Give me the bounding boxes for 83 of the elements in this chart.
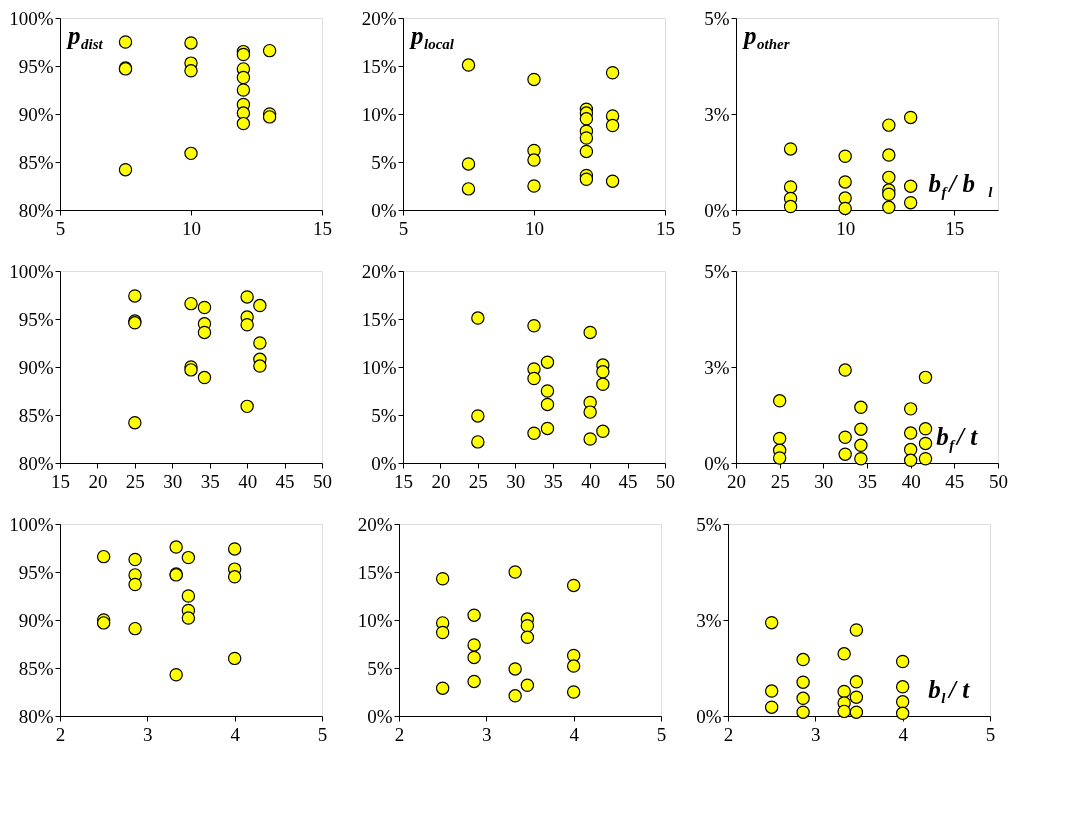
y-tick-label: 85% [18,151,54,173]
x-tick-label: 30 [814,470,834,492]
x-tick-label: 20 [727,470,746,492]
x-tick-label: 35 [200,470,220,492]
x-tick-label: 15 [945,217,965,239]
x-tick-label: 5 [656,723,667,745]
x-tick-label: 2 [723,723,734,745]
x-tick-label: 50 [989,470,1008,492]
x-tick-label: 10 [182,217,201,239]
y-tick-label: 100% [9,260,54,282]
x-tick-label: 15 [394,470,413,492]
x-tick-label: 25 [770,470,790,492]
x-tick-label: 50 [656,470,675,492]
x-tick-label: 30 [506,470,526,492]
x-tick-label: 45 [945,470,965,492]
y-tick-label: 0% [371,452,397,474]
x-tick-label: 25 [125,470,145,492]
y-tick-label: 15% [361,308,397,330]
x-tick-label: 10 [525,217,544,239]
y-tick-label: 5% [704,260,730,282]
y-tick-label: 90% [18,103,54,125]
y-tick-label: 95% [18,561,54,583]
y-tick-label: 15% [361,55,397,77]
y-tick-label: 3% [704,103,730,125]
y-tick-label: 15% [357,561,393,583]
x-tick-label: 45 [618,470,638,492]
y-tick-label: 20% [361,7,397,29]
y-tick-label: 5% [371,404,397,426]
y-tick-label: 20% [357,513,393,535]
y-tick-label: 3% [696,609,722,631]
y-tick-label: 95% [18,308,54,330]
x-tick-label: 10 [836,217,856,239]
x-tick-label: 3 [143,723,153,745]
x-tick-label: 5 [55,217,66,239]
x-tick-label: 35 [543,470,563,492]
x-tick-label: 3 [482,723,492,745]
y-tick-label: 0% [367,705,393,727]
y-tick-label: 0% [696,705,722,727]
x-tick-label: 2 [55,723,66,745]
x-tick-label: 35 [858,470,877,492]
y-tick-label: 5% [704,7,730,29]
y-tick-label: 90% [18,609,54,631]
x-tick-label: 4 [569,723,580,745]
x-tick-label: 50 [313,470,332,492]
y-tick-label: 100% [9,7,54,29]
y-tick-label: 80% [18,452,54,474]
y-tick-label: 5% [371,151,397,173]
x-tick-label: 4 [230,723,241,745]
y-tick-label: 3% [704,356,730,378]
x-tick-label: 20 [431,470,451,492]
x-tick-label: 5 [731,217,742,239]
x-tick-label: 2 [394,723,405,745]
y-tick-label: 0% [704,452,730,474]
y-tick-label: 5% [696,513,722,535]
y-tick-label: 95% [18,55,54,77]
y-tick-label: 80% [18,705,54,727]
x-tick-label: 40 [581,470,601,492]
y-tick-label: 10% [357,609,393,631]
x-tick-label: 40 [901,470,921,492]
x-tick-label: 5 [985,723,996,745]
y-tick-label: 0% [371,199,397,221]
x-tick-label: 25 [468,470,488,492]
x-tick-label: 4 [898,723,909,745]
x-tick-label: 30 [163,470,183,492]
x-tick-label: 15 [313,217,332,239]
x-tick-label: 45 [275,470,295,492]
y-tick-label: 10% [361,103,397,125]
y-tick-label: 100% [9,513,54,535]
x-tick-label: 15 [51,470,70,492]
x-tick-label: 40 [238,470,258,492]
y-tick-label: 5% [367,657,393,679]
y-tick-label: 20% [361,260,397,282]
y-tick-label: 10% [361,356,397,378]
y-tick-label: 90% [18,356,54,378]
x-tick-label: 15 [656,217,675,239]
y-tick-label: 85% [18,404,54,426]
x-tick-label: 5 [317,723,328,745]
x-tick-label: 5 [398,217,409,239]
x-tick-label: 3 [811,723,821,745]
y-tick-label: 80% [18,199,54,221]
y-tick-label: 85% [18,657,54,679]
x-tick-label: 20 [88,470,108,492]
y-tick-label: 0% [704,199,730,221]
